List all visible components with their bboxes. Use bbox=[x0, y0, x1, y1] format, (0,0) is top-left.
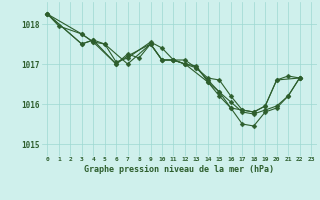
X-axis label: Graphe pression niveau de la mer (hPa): Graphe pression niveau de la mer (hPa) bbox=[84, 165, 274, 174]
